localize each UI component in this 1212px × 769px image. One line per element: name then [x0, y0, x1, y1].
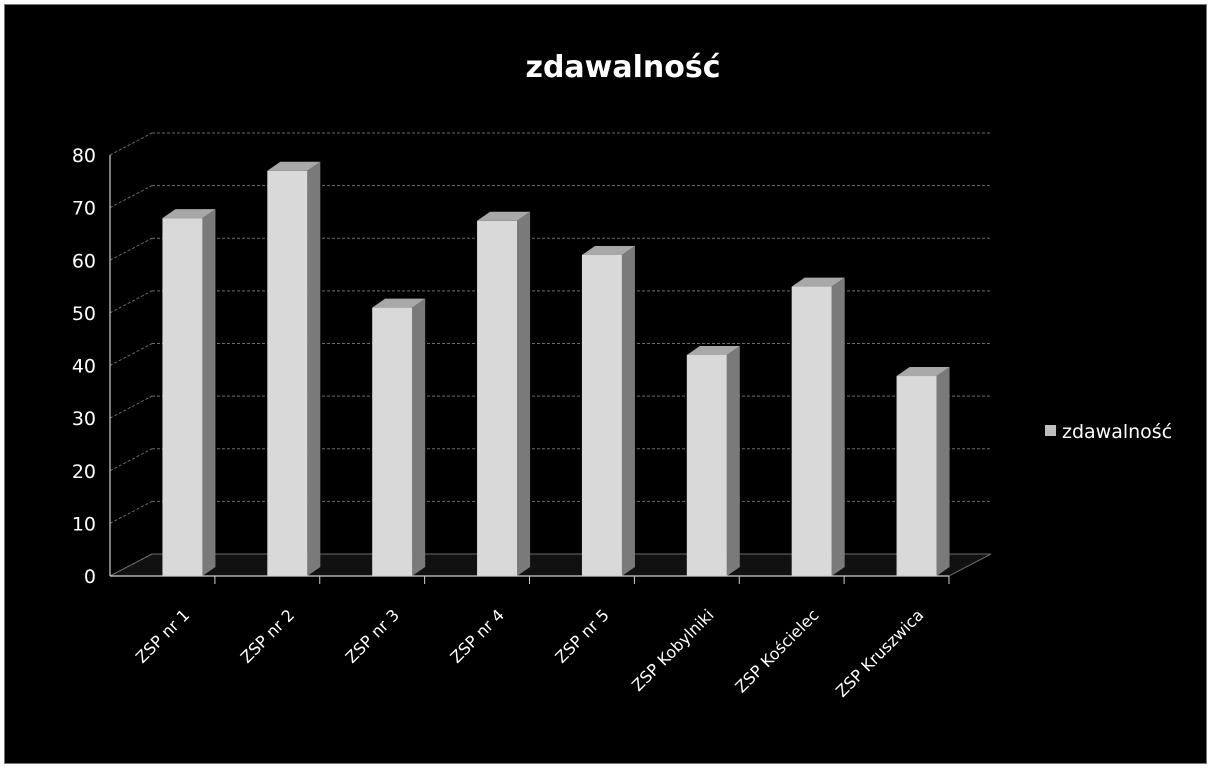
x-tick-label: ZSP Kobylniki [628, 605, 718, 695]
y-tick-label: 80 [72, 145, 96, 167]
bar [896, 367, 950, 576]
x-tick-label: ZSP nr 1 [132, 605, 193, 666]
gridline-side [109, 290, 153, 314]
bar-side [307, 161, 321, 576]
bar-top [267, 161, 321, 171]
gridline-side [109, 132, 153, 156]
legend-swatch [1045, 425, 1056, 436]
bar-front [477, 220, 518, 576]
gridline-side [109, 237, 153, 261]
grid-layer [109, 132, 992, 577]
bar [686, 345, 740, 576]
gridline-side [109, 553, 153, 577]
legend: zdawalność [1045, 421, 1172, 443]
bar-top [162, 209, 216, 219]
gridline-side [109, 343, 153, 366]
bar [477, 211, 531, 576]
bar-front [581, 254, 622, 577]
x-tick-label: ZSP nr 3 [342, 605, 403, 666]
bar-side [412, 298, 426, 576]
bar-front [791, 286, 832, 576]
bar-top [896, 367, 950, 377]
y-tick-label: 70 [72, 198, 96, 220]
bar-top [372, 298, 426, 308]
gridline-side [109, 500, 153, 524]
bar-top [686, 345, 740, 355]
bar [267, 161, 321, 576]
x-tick-label: ZSP Kościelec [731, 605, 822, 696]
x-tick-label: ZSP nr 5 [551, 605, 612, 666]
bar [372, 298, 426, 576]
bar [791, 277, 845, 576]
gridline-side [109, 185, 153, 209]
gridline-side [109, 448, 153, 472]
bar-side [202, 209, 216, 576]
y-tick-label: 50 [72, 303, 96, 325]
gridline-side [109, 395, 153, 419]
y-tick-label: 20 [72, 461, 96, 483]
bar-top [791, 277, 845, 287]
y-tick-label: 0 [84, 566, 96, 588]
bar-front [896, 376, 937, 576]
y-tick-label: 40 [72, 356, 96, 378]
bar-side [517, 211, 531, 576]
bar-top [477, 211, 531, 221]
bar-top [581, 245, 635, 255]
y-tick-label: 30 [72, 408, 96, 430]
y-tick-label: 60 [72, 250, 96, 272]
legend-label: zdawalność [1062, 421, 1172, 443]
bar [581, 245, 635, 577]
bar-front [267, 170, 308, 576]
bar [162, 209, 216, 576]
chart-frame: zdawalność 0 10 20 30 40 50 60 70 80 ZSP nr 1 ZSP … [4, 4, 1207, 764]
chart-title: zdawalność [525, 50, 720, 85]
x-tick-label: ZSP nr 4 [446, 605, 507, 666]
bar-chart: zdawalność 0 10 20 30 40 50 60 70 80 ZSP nr 1 ZSP … [72, 50, 1172, 701]
bar-front [686, 354, 727, 576]
bar-side [621, 245, 635, 577]
bar-side [831, 277, 845, 576]
bar-front [162, 218, 203, 576]
bar-side [726, 345, 740, 576]
x-tick-label: ZSP Kruszwica [832, 605, 927, 700]
y-tick-label: 10 [72, 513, 96, 535]
x-tick-label: ZSP nr 2 [237, 605, 298, 666]
bar-front [372, 307, 413, 576]
bar-side [936, 367, 950, 576]
bars-layer [162, 161, 950, 577]
chart-floor [109, 553, 992, 577]
